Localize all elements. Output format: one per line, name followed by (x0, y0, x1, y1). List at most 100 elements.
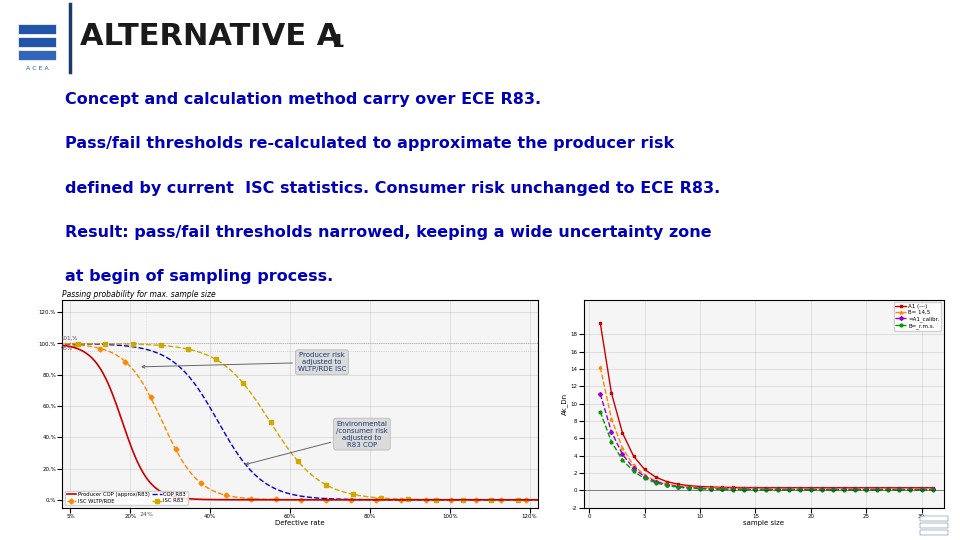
=A1_calibr. (594, 391, 606, 397)
Line: =A1_calibr.: =A1_calibr. (599, 393, 934, 491)
Text: ALTERNATIVE A: ALTERNATIVE A (80, 22, 341, 51)
B=_r.m.s. (860, 487, 872, 493)
A1 (---) (650, 474, 661, 481)
B= 14,5 (616, 445, 628, 451)
B=_r.m.s. (684, 485, 695, 491)
=A1_calibr. (738, 486, 750, 492)
B= 14,5 (594, 364, 606, 370)
B= 14,5 (926, 485, 938, 492)
Producer COP (approx/R83) (405, 497, 417, 503)
=A1_calibr. (750, 486, 761, 492)
A1 (---) (805, 484, 817, 491)
ISC WLTP/RDE (407, 497, 419, 503)
Producer COP (approx/R83) (407, 497, 419, 503)
B=_r.m.s. (794, 487, 805, 493)
A1 (---) (926, 484, 938, 491)
=A1_calibr. (650, 478, 661, 485)
B=_r.m.s. (760, 487, 772, 493)
COP R83 (407, 496, 419, 503)
B=_r.m.s. (628, 468, 639, 475)
B= 14,5 (606, 415, 617, 422)
=A1_calibr. (760, 486, 772, 492)
A1 (---) (772, 484, 783, 491)
=A1_calibr. (860, 486, 872, 492)
B=_r.m.s. (926, 487, 938, 493)
B= 14,5 (916, 485, 927, 492)
=A1_calibr. (638, 473, 650, 480)
ISC R83 (105, 341, 116, 347)
B=_r.m.s. (782, 487, 794, 493)
Producer COP (approx/R83) (543, 497, 555, 503)
Producer COP (approx/R83) (242, 497, 253, 503)
COP R83 (359, 496, 371, 503)
ISC WLTP/RDE (105, 349, 116, 355)
Text: at begin of sampling process.: at begin of sampling process. (65, 269, 333, 284)
=A1_calibr. (628, 465, 639, 471)
B= 14,5 (816, 485, 828, 492)
=A1_calibr. (916, 486, 927, 492)
B=_r.m.s. (872, 487, 883, 493)
COP R83 (405, 496, 417, 503)
X-axis label: sample size: sample size (743, 520, 784, 526)
Text: Producer risk
adjusted to
WLTP/RDE ISC: Producer risk adjusted to WLTP/RDE ISC (142, 352, 347, 372)
COP R83 (242, 464, 253, 471)
B=_r.m.s. (728, 487, 739, 493)
Text: Result: pass/fail thresholds narrowed, keeping a wide uncertainty zone: Result: pass/fail thresholds narrowed, k… (65, 225, 711, 240)
COP R83 (543, 497, 555, 503)
=A1_calibr. (716, 486, 728, 492)
A1 (---) (750, 484, 761, 491)
FancyBboxPatch shape (18, 37, 56, 47)
Line: ISC R83: ISC R83 (49, 342, 551, 502)
=A1_calibr. (872, 486, 883, 492)
=A1_calibr. (828, 486, 839, 492)
=A1_calibr. (926, 486, 938, 492)
Text: A C E A: A C E A (26, 66, 48, 71)
COP R83 (207, 409, 219, 416)
B= 14,5 (650, 477, 661, 484)
B=_r.m.s. (694, 485, 706, 492)
=A1_calibr. (606, 428, 617, 435)
B= 14,5 (772, 485, 783, 492)
Y-axis label: Ak_Dn: Ak_Dn (561, 393, 567, 415)
Text: 101,%: 101,% (60, 336, 78, 341)
ISC WLTP/RDE (242, 495, 253, 502)
Text: 24%: 24% (139, 512, 154, 517)
Line: B= 14,5: B= 14,5 (599, 366, 934, 490)
A1 (---) (850, 484, 861, 491)
=A1_calibr. (782, 486, 794, 492)
=A1_calibr. (772, 486, 783, 492)
ISC R83 (405, 496, 417, 502)
=A1_calibr. (661, 482, 673, 488)
FancyBboxPatch shape (920, 523, 948, 528)
B= 14,5 (628, 462, 639, 469)
A1 (---) (860, 484, 872, 491)
B= 14,5 (728, 485, 739, 491)
B= 14,5 (794, 485, 805, 492)
Text: 1: 1 (332, 33, 345, 51)
B= 14,5 (684, 484, 695, 490)
A1 (---) (628, 453, 639, 460)
B= 14,5 (805, 485, 817, 492)
A1 (---) (760, 484, 772, 491)
A1 (---) (661, 478, 673, 485)
B= 14,5 (638, 472, 650, 478)
ISC R83 (359, 493, 371, 500)
Line: A1 (---): A1 (---) (599, 322, 934, 489)
A1 (---) (706, 484, 717, 490)
=A1_calibr. (672, 483, 684, 490)
ISC R83 (207, 355, 219, 361)
=A1_calibr. (794, 486, 805, 492)
Text: Concept and calculation method carry over ECE R83.: Concept and calculation method carry ove… (65, 92, 541, 107)
Line: COP R83: COP R83 (51, 343, 549, 500)
B=_r.m.s. (738, 487, 750, 493)
B= 14,5 (850, 485, 861, 492)
A1 (---) (738, 484, 750, 491)
ISC R83 (242, 386, 253, 393)
B=_r.m.s. (650, 480, 661, 486)
=A1_calibr. (904, 486, 916, 492)
B=_r.m.s. (638, 475, 650, 482)
FancyBboxPatch shape (18, 50, 56, 60)
A1 (---) (616, 430, 628, 436)
ISC WLTP/RDE (359, 497, 371, 503)
B=_r.m.s. (672, 484, 684, 490)
